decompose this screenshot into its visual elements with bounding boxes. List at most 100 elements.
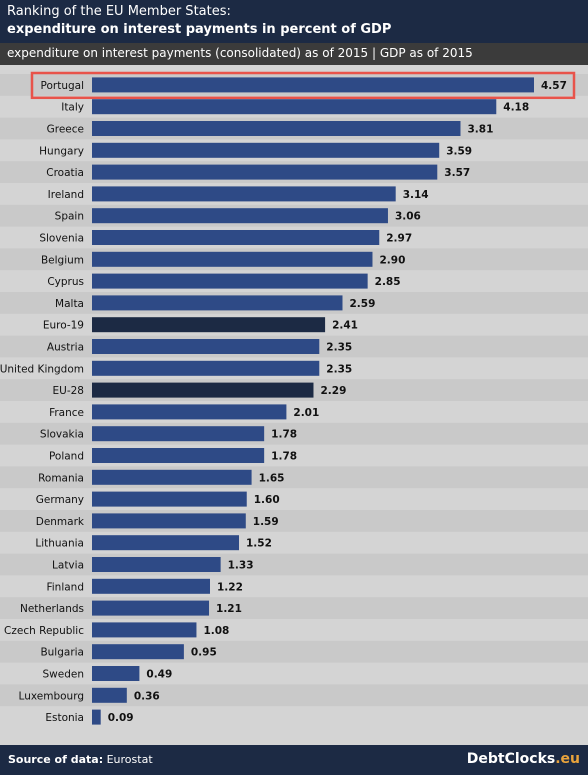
category-label: Romania	[38, 472, 84, 484]
bar	[92, 164, 438, 180]
bar	[92, 339, 320, 354]
value-label: 3.81	[467, 124, 493, 136]
bar	[92, 273, 368, 289]
category-label: Italy	[61, 102, 84, 114]
category-label: Croatia	[46, 167, 84, 179]
value-label: 2.59	[349, 298, 375, 310]
value-label: 3.06	[395, 211, 421, 223]
bar	[92, 448, 265, 463]
bar	[92, 426, 265, 442]
brand-logo: DebtClocks.eu	[467, 751, 580, 767]
row-band	[0, 684, 588, 707]
value-label: 2.35	[326, 342, 352, 354]
value-label: 2.90	[379, 254, 405, 266]
value-label: 1.59	[253, 516, 279, 528]
category-label: Finland	[46, 581, 84, 593]
value-label: 2.01	[293, 407, 319, 419]
category-label: Denmark	[36, 516, 85, 528]
bar	[92, 709, 101, 725]
source-label: Source of data:	[8, 753, 104, 766]
bar	[92, 251, 373, 267]
bar	[92, 578, 210, 594]
value-label: 1.52	[246, 538, 272, 550]
category-label: Bulgaria	[40, 647, 84, 659]
bar	[92, 513, 246, 529]
value-label: 2.97	[386, 233, 412, 245]
bar	[92, 121, 461, 136]
value-label: 4.57	[541, 80, 567, 92]
category-label: Germany	[36, 494, 84, 506]
value-label: 1.60	[254, 494, 280, 506]
chart-title-line1: Ranking of the EU Member States:	[7, 4, 231, 19]
row-band	[0, 466, 588, 489]
row-band	[0, 510, 588, 532]
category-label: Ireland	[48, 189, 84, 201]
value-label: 1.08	[203, 625, 229, 637]
value-label: 2.29	[320, 385, 346, 397]
chart-title-line2: expenditure on interest payments in perc…	[7, 22, 392, 37]
value-label: 1.78	[271, 429, 297, 441]
category-label: Estonia	[45, 712, 84, 724]
bar-chart: Portugal 4.57 Italy 4.18 Greece 3.81 Hungary 3.…	[0, 71, 588, 725]
category-label: Euro-19	[43, 320, 84, 332]
chart-subtitle: expenditure on interest payments (consol…	[7, 46, 473, 60]
bar	[92, 535, 240, 551]
value-label: 1.21	[216, 603, 242, 615]
value-label: 2.85	[375, 276, 401, 288]
category-label: Poland	[49, 451, 84, 463]
subtitle-bar: expenditure on interest payments (consol…	[0, 43, 588, 65]
bar	[92, 644, 184, 660]
bar	[92, 317, 326, 333]
value-label: 3.59	[446, 145, 472, 157]
value-label: 0.95	[191, 647, 217, 659]
value-label: 1.65	[259, 472, 285, 484]
category-label: United Kingdom	[0, 363, 84, 375]
category-label: Cyprus	[47, 276, 84, 288]
value-label: 3.14	[403, 189, 429, 201]
category-label: Luxembourg	[19, 690, 84, 702]
title-bar: Ranking of the EU Member States: expendi…	[0, 0, 588, 43]
bar	[92, 469, 252, 485]
bar	[92, 360, 320, 376]
value-label: 1.78	[271, 451, 297, 463]
category-label: France	[49, 407, 84, 419]
category-label: Austria	[47, 342, 84, 354]
bar	[92, 186, 396, 202]
category-label: Greece	[47, 124, 84, 136]
bar	[92, 382, 314, 398]
bar	[92, 295, 343, 311]
category-label: Belgium	[41, 254, 84, 266]
bar	[92, 230, 380, 245]
bar	[92, 687, 127, 703]
bar	[92, 622, 197, 638]
value-label: 1.33	[228, 560, 254, 572]
bar	[92, 557, 221, 572]
value-label: 0.36	[134, 690, 160, 702]
value-label: 0.49	[146, 669, 172, 681]
bar	[92, 208, 388, 224]
bar	[92, 600, 210, 616]
category-label: Slovakia	[40, 429, 84, 441]
row-band	[0, 597, 588, 619]
category-label: Latvia	[52, 560, 84, 572]
bar	[92, 404, 287, 420]
footer: Source of data: Eurostat DebtClocks.eu	[0, 745, 588, 775]
value-label: 2.35	[326, 363, 352, 375]
category-label: Portugal	[41, 80, 85, 92]
category-label: Hungary	[39, 145, 84, 157]
bar	[92, 99, 497, 115]
row-band	[0, 640, 588, 663]
bar	[92, 77, 534, 93]
category-label: Czech Republic	[4, 625, 84, 637]
source-note: Source of data: Eurostat	[8, 753, 153, 766]
category-label: Malta	[55, 298, 84, 310]
category-label: Sweden	[43, 669, 85, 681]
value-label: 0.09	[108, 712, 134, 724]
category-label: Spain	[55, 211, 84, 223]
source-value: Eurostat	[106, 753, 153, 766]
bar	[92, 142, 440, 158]
value-label: 1.22	[217, 581, 243, 593]
row-band	[0, 553, 588, 576]
value-label: 4.18	[503, 102, 529, 114]
bar	[92, 666, 140, 681]
